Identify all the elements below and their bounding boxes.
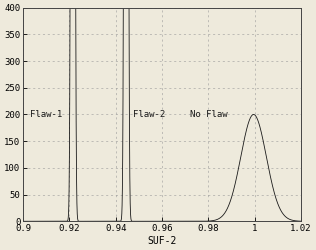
Text: Flaw-2: Flaw-2: [133, 110, 165, 119]
Text: No Flaw: No Flaw: [190, 110, 228, 119]
X-axis label: SUF-2: SUF-2: [147, 236, 177, 246]
Text: Flaw-1: Flaw-1: [30, 110, 62, 119]
